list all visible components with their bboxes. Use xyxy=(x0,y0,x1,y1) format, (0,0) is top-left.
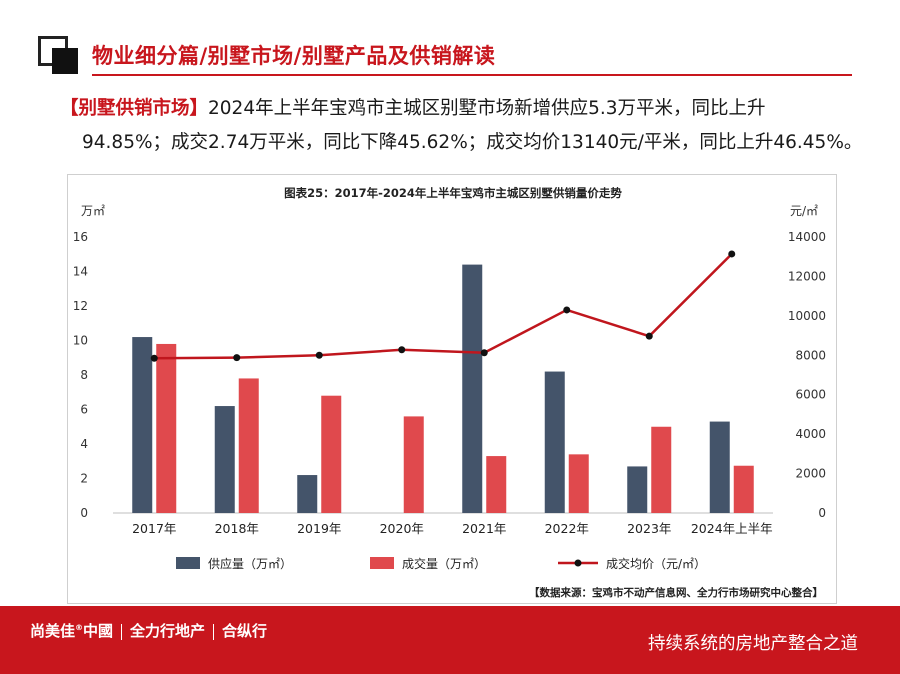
sales-bar xyxy=(321,395,342,513)
x-category-label: 2023年 xyxy=(627,521,671,536)
y-right-tick-label: 10000 xyxy=(788,309,826,323)
y-right-tick-label: 8000 xyxy=(795,348,826,362)
y-left-tick-label: 2 xyxy=(80,472,88,486)
y-right-tick-label: 2000 xyxy=(795,467,826,481)
price-point xyxy=(233,354,241,362)
y-right-tick-label: 6000 xyxy=(795,388,826,402)
y-right-unit: 元/㎡ xyxy=(790,204,818,218)
price-point xyxy=(480,349,488,357)
footer-brand-name-2: 中國 xyxy=(83,622,114,640)
y-left-tick-label: 8 xyxy=(80,368,88,382)
legend-supply-label: 供应量（万㎡） xyxy=(208,556,292,571)
x-category-label: 2021年 xyxy=(462,521,506,536)
sales-bar xyxy=(733,465,754,513)
y-left-tick-label: 16 xyxy=(73,230,88,244)
sales-bar xyxy=(651,426,672,513)
footer-brand: 尚美佳®中國 全力行地产 合纵行 xyxy=(30,620,267,641)
summary-line-2: 94.85%；成交2.74万平米，同比下降45.62%；成交均价13140元/平… xyxy=(82,132,863,153)
sales-bar xyxy=(568,454,589,513)
chart-container: 图表25：2017年-2024年上半年宝鸡市主城区别墅供销量价走势万㎡ 元/㎡ 0 2… xyxy=(67,174,837,604)
supply-bar xyxy=(462,264,483,513)
y-right-tick-label: 12000 xyxy=(788,269,826,283)
footer-brand-name-1: 尚美佳 xyxy=(30,622,76,640)
price-point xyxy=(315,351,323,359)
price-point xyxy=(563,306,571,314)
y-right-tick-label: 4000 xyxy=(795,427,826,441)
footer-bar: 尚美佳®中國 全力行地产 合纵行 持续系统的房地产整合之道 xyxy=(0,606,900,674)
y-left-tick-label: 12 xyxy=(73,299,88,313)
price-point xyxy=(398,346,406,354)
legend-sales-label: 成交量（万㎡） xyxy=(402,556,486,571)
chart-title: 图表25：2017年-2024年上半年宝鸡市主城区别墅供销量价走势 xyxy=(284,186,622,200)
summary-line-1: 2024年上半年宝鸡市主城区别墅市场新增供应5.3万平米，同比上升 xyxy=(208,98,766,119)
legend-price-marker xyxy=(574,559,582,567)
footer-brand-name-3: 全力行地产 xyxy=(130,622,206,640)
footer-brand-name-4: 合纵行 xyxy=(222,622,268,640)
y-left-tick-label: 0 xyxy=(80,506,88,520)
footer-separator xyxy=(213,623,215,640)
y-left-tick-label: 4 xyxy=(80,437,88,451)
header-logo-square-filled xyxy=(52,48,78,74)
price-line xyxy=(154,253,733,360)
chart-source: 【数据来源：宝鸡市不动产信息网、全力行市场研究中心整合】 xyxy=(529,586,823,599)
supply-bar xyxy=(544,371,565,513)
sales-bar xyxy=(486,456,507,513)
supply-bar xyxy=(627,466,648,513)
legend-price-label: 成交均价（元/㎡） xyxy=(606,556,706,571)
y-left-unit: 万㎡ xyxy=(81,204,105,218)
supply-bar xyxy=(214,406,235,513)
footer-separator xyxy=(121,623,123,640)
sales-bar xyxy=(156,343,177,513)
sales-bar xyxy=(238,378,259,513)
supply-bar xyxy=(709,421,730,513)
summary-tag: 【别墅供销市场】 xyxy=(60,98,209,119)
y-left-tick-label: 14 xyxy=(73,265,88,279)
y-right-tick-label: 14000 xyxy=(788,230,826,244)
page-title: 物业细分篇/别墅市场/别墅产品及供销解读 xyxy=(92,44,496,68)
sales-bar xyxy=(403,416,424,513)
header-divider xyxy=(92,74,852,76)
x-category-label: 2018年 xyxy=(215,521,259,536)
x-category-label: 2019年 xyxy=(297,521,341,536)
y-left-tick-label: 6 xyxy=(80,403,88,417)
x-category-label: 2017年 xyxy=(132,521,176,536)
y-left-tick-label: 10 xyxy=(73,334,88,348)
x-category-label: 2022年 xyxy=(545,521,589,536)
summary-paragraph: 【别墅供销市场】2024年上半年宝鸡市主城区别墅市场新增供应5.3万平米，同比上… xyxy=(60,92,870,160)
price-point xyxy=(645,332,653,340)
x-category-label: 2024年上半年 xyxy=(691,521,773,536)
supply-bar xyxy=(132,337,153,513)
footer-slogan: 持续系统的房地产整合之道 xyxy=(648,634,858,654)
legend-supply-swatch xyxy=(176,557,200,569)
y-right-tick-label: 0 xyxy=(818,506,826,520)
supply-bar xyxy=(297,475,318,513)
price-point xyxy=(728,250,736,258)
x-category-label: 2020年 xyxy=(380,521,424,536)
legend-sales-swatch xyxy=(370,557,394,569)
price-point xyxy=(150,354,158,362)
footer-brand-registered: ® xyxy=(75,623,84,632)
